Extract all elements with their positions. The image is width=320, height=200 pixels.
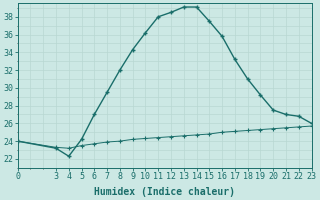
X-axis label: Humidex (Indice chaleur): Humidex (Indice chaleur) <box>94 186 235 197</box>
